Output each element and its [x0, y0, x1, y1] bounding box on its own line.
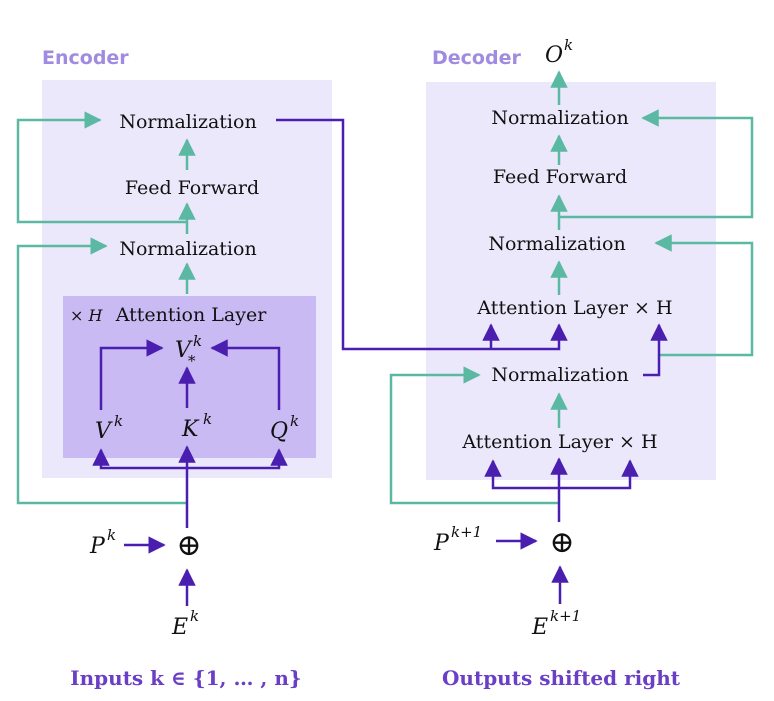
encoder-residual-ff [16, 111, 187, 224]
decoder-attention-cross-label: Attention Layer × H [476, 297, 672, 319]
decoder-norm-bottom-label: Normalization [491, 364, 628, 386]
decoder-emb-symbol: E [531, 615, 548, 640]
encoder-input-to-q [187, 448, 288, 470]
encoder-title: Encoder [42, 47, 129, 69]
encoder-norm-top-label: Normalization [119, 111, 256, 133]
decoder-residual-cross [654, 234, 754, 357]
decoder-attention-self-label: Attention Layer × H [461, 431, 657, 453]
encoder-pos-symbol: P [89, 534, 106, 559]
encoder-input-to-v [92, 448, 187, 470]
encoder-norm-bottom-label: Normalization [119, 238, 256, 260]
decoder-input-left [484, 459, 559, 490]
encoder-output-link [276, 118, 491, 351]
encoder-emb-sup: k [190, 607, 199, 625]
k-symbol: K [181, 417, 200, 442]
decoder-pos-sup: k+1 [451, 523, 482, 541]
decoder-sum-operator: ⊕ [549, 525, 574, 560]
encoder-caption: Inputs k ∈ {1, … , n} [70, 666, 301, 690]
v-symbol: V [95, 419, 113, 444]
decoder-input-right [559, 459, 639, 490]
k-sup: k [203, 410, 212, 428]
decoder-residual-ff [559, 109, 754, 219]
decoder-emb-sup: k+1 [550, 607, 581, 625]
v-star-sup: k [193, 332, 202, 350]
encoder-attention-title: Attention Layer [115, 304, 267, 326]
encoder-emb-symbol: E [171, 615, 188, 640]
arrow-q-to-vstar [210, 339, 281, 410]
encoder-residual-attn [16, 237, 187, 505]
decoder-output-sup: k [564, 36, 573, 54]
decoder-block [426, 82, 716, 480]
arrow-v-to-vstar [99, 339, 164, 410]
decoder-residual-self [389, 366, 559, 505]
decoder-feed-forward-label: Feed Forward [493, 166, 627, 188]
v-sup: k [114, 412, 123, 430]
q-sup: k [290, 412, 299, 430]
encoder-attention-repeat: × H [70, 306, 103, 325]
v-star-sub: * [188, 352, 196, 370]
q-symbol: Q [270, 419, 288, 444]
decoder-norm-mid-label: Normalization [488, 233, 625, 255]
v-star-symbol: V [175, 338, 193, 363]
decoder-pos-symbol: P [433, 531, 450, 556]
decoder-norm-to-cross-attn [643, 323, 668, 377]
decoder-title: Decoder [432, 47, 521, 69]
encoder-feed-forward-label: Feed Forward [125, 177, 259, 199]
encoder-pos-sup: k [107, 526, 116, 544]
decoder-norm-top-label: Normalization [491, 107, 628, 129]
decoder-caption: Outputs shifted right [442, 666, 681, 690]
decoder-output-symbol: O [545, 43, 563, 68]
encoder-sum-operator: ⊕ [176, 528, 201, 563]
encoder-output-to-decoder-attn-2 [491, 323, 568, 351]
